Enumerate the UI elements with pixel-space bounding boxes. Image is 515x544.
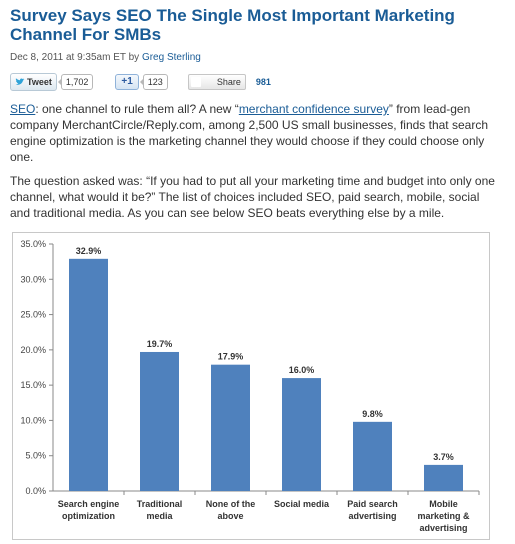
x-tick-label: Paid search advertising [347,499,398,521]
tweet-label: Tweet [27,77,52,87]
bar [353,421,392,491]
intro-text-b: ” from lead-gen company MerchantCircle/R… [10,102,488,164]
byline: Dec 8, 2011 at 9:35am ET by Greg Sterlin… [10,52,502,63]
x-tick-label: None of the above [206,499,256,521]
y-tick-label: 30.0% [20,274,46,284]
tweet-button[interactable]: Tweet [10,73,57,91]
survey-link[interactable]: merchant confidence survey [238,102,389,116]
x-tick-label: Mobile marketing & advertising [417,499,470,533]
bar [69,258,108,491]
x-tick-label: Traditional media [137,499,183,521]
data-label: 9.8% [362,409,383,419]
y-tick-label: 10.0% [20,415,46,425]
data-label: 19.7% [147,339,173,349]
facebook-share-button[interactable]: Share [187,74,246,90]
bar [211,364,250,491]
article-title[interactable]: Survey Says SEO The Single Most Importan… [10,6,455,44]
seo-link[interactable]: SEO [10,102,36,116]
paragraph-question: The question asked was: “If you had to p… [10,174,495,220]
survey-chart: 0.0% 5.0% 10.0% 15.0% 20.0% 25.0% 30.0% 35.0% 32… [12,232,490,540]
data-label: 3.7% [433,452,454,462]
twitter-bird-icon [15,78,25,85]
data-label: 17.9% [218,352,244,362]
y-tick-label: 0.0% [25,486,46,496]
article: Survey Says SEO The Single Most Importan… [10,6,502,221]
y-tick-label: 20.0% [20,345,46,355]
author-link[interactable]: Greg Sterling [141,52,201,63]
share-bar: Tweet 1,702 +1 123 Share 981 [10,73,502,91]
bar-chart-svg: 0.0% 5.0% 10.0% 15.0% 20.0% 25.0% 30.0% 35.0% 32… [20,239,480,533]
y-tick-label: 5.0% [25,451,46,461]
share-count[interactable]: 981 [255,77,271,87]
data-label: 32.9% [76,246,102,256]
bar [282,378,321,491]
y-tick-label: 25.0% [20,310,46,320]
intro-text-a: : one channel to rule them all? A new “ [35,102,239,116]
plusone-count: 123 [139,74,168,90]
bar [424,464,463,491]
x-tick-label: Social media [274,499,330,509]
data-label: 16.0% [289,365,315,375]
x-tick-label: Search engine optimization [58,499,120,521]
plusone-button[interactable]: +1 [115,74,139,90]
tweet-count: 1,702 [57,74,94,90]
facebook-icon [190,77,201,87]
y-tick-label: 35.0% [20,239,46,249]
share-label: Share [216,77,241,87]
y-tick-label: 15.0% [20,380,46,390]
paragraph-intro: SEO: one channel to rule them all? A new… [10,101,502,165]
byline-date: Dec 8, 2011 at 9:35am ET by [10,52,142,63]
bar [140,351,179,491]
